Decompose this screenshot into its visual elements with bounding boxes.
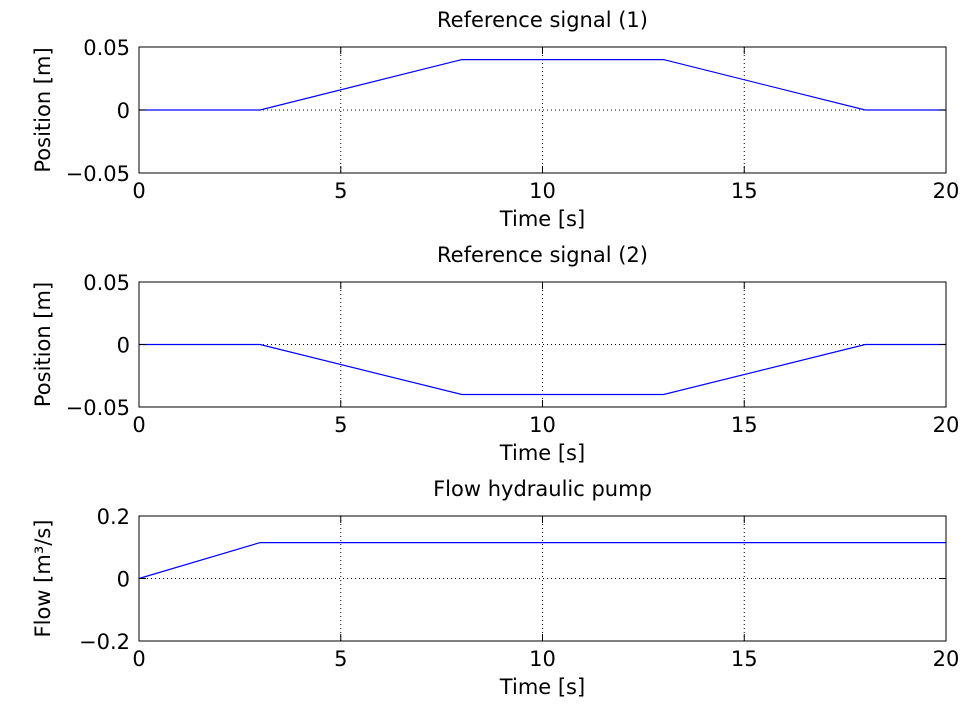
y-tick-label: −0.05 [66,162,130,186]
x-tick-label: 20 [933,413,960,437]
x-tick-label: 15 [731,647,758,671]
series-line [139,343,946,396]
y-tick-label: 0 [117,568,130,592]
y-tick-label: −0.05 [66,396,130,420]
x-tick-label: 20 [933,647,960,671]
y-tick-label: 0.05 [83,36,130,60]
x-tick-label: 10 [529,413,556,437]
x-tick-label: 0 [132,647,145,671]
y-axis-label: Position [m] [31,47,55,172]
x-tick-label: 0 [132,179,145,203]
x-tick-label: 5 [334,647,347,671]
chart-title: Flow hydraulic pump [433,477,652,501]
x-tick-label: 10 [529,647,556,671]
x-tick-label: 15 [731,179,758,203]
y-axis-label: Flow [m³/s] [31,520,55,638]
y-tick-label: 0.2 [97,505,130,529]
plot-frame [138,515,947,642]
y-tick-label: −0.2 [79,630,130,654]
x-tick-label: 0 [132,413,145,437]
series-line [138,541,946,580]
x-tick-label: 20 [933,179,960,203]
y-tick-label: 0 [117,334,130,358]
y-tick-label: 0.05 [83,271,130,295]
series-line [139,58,946,111]
x-axis-label: Time [s] [499,441,585,465]
y-tick-label: 0 [117,99,130,123]
x-tick-label: 5 [334,179,347,203]
x-tick-label: 5 [334,413,347,437]
chart-title: Reference signal (1) [437,8,648,32]
y-axis-label: Position [m] [31,282,55,407]
x-tick-label: 10 [529,179,556,203]
x-axis-label: Time [s] [499,207,585,231]
x-axis-label: Time [s] [499,675,585,699]
x-tick-label: 15 [731,413,758,437]
chart-title: Reference signal (2) [437,243,648,267]
